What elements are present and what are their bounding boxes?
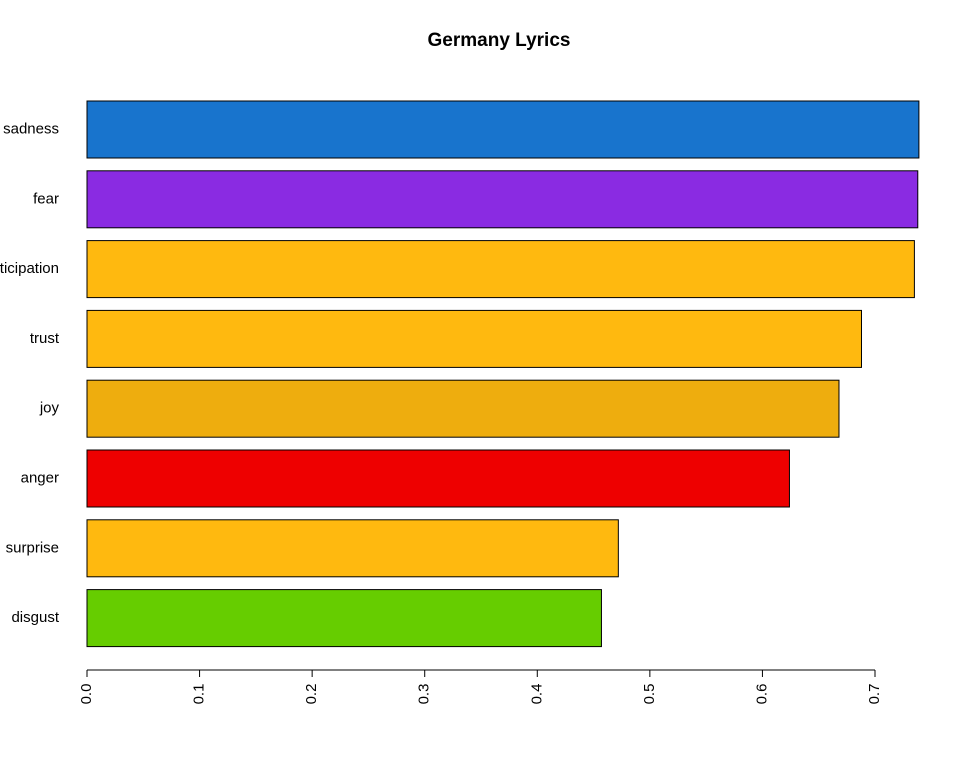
y-tick-label: surprise xyxy=(6,539,59,556)
bar xyxy=(86,170,919,229)
bar xyxy=(86,379,840,438)
bar xyxy=(86,449,790,508)
y-tick-label: disgust xyxy=(11,609,59,626)
y-tick-label: anger xyxy=(21,469,59,486)
x-tick-label: 0.1 xyxy=(191,684,208,705)
x-tick-label: 0.2 xyxy=(303,684,320,705)
bar xyxy=(86,309,862,368)
x-tick-label: 0.4 xyxy=(528,684,545,705)
y-tick-label: sadness xyxy=(3,120,59,137)
y-tick-label: fear xyxy=(33,190,59,207)
x-tick-label: 0.0 xyxy=(78,684,95,705)
x-tick-label: 0.7 xyxy=(866,684,883,705)
bar xyxy=(86,519,619,578)
bar xyxy=(86,100,920,159)
x-tick-label: 0.5 xyxy=(641,684,658,705)
x-tick-label: 0.6 xyxy=(753,684,770,705)
y-tick-label: trust xyxy=(30,330,60,347)
bar xyxy=(86,589,602,648)
y-tick-label: joy xyxy=(39,400,60,417)
chart-title: Germany Lyrics xyxy=(428,30,571,51)
bar xyxy=(86,240,915,299)
x-tick-label: 0.3 xyxy=(416,684,433,705)
y-tick-label: anticipation xyxy=(0,260,59,277)
